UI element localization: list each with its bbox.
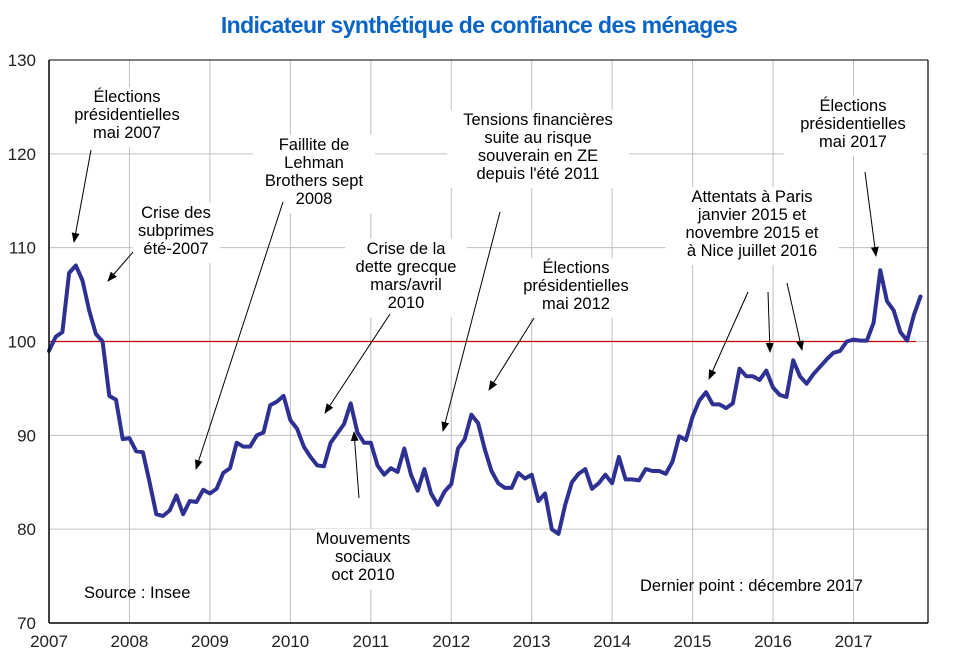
annotation-line: oct 2010	[331, 566, 394, 584]
x-tick-label: 2010	[271, 632, 309, 651]
annotation-text: Mouvements sociaux oct 2010	[316, 530, 410, 584]
annotation-arrow	[324, 313, 391, 414]
annotation-elections-2017: Élections présidentielles mai 2017	[783, 96, 923, 257]
x-tick-label: 2008	[111, 632, 149, 651]
annotation-arrow	[708, 291, 749, 380]
x-tick-label: 2009	[191, 632, 229, 651]
annotation-line: Lehman	[284, 154, 344, 172]
annotation-line: mai 2007	[93, 124, 161, 142]
annotation-background	[132, 203, 220, 263]
x-tick-label: 2015	[674, 632, 712, 651]
x-tick-label: 2016	[754, 632, 792, 651]
annotation-background	[315, 529, 411, 589]
annotation-line: depuis l'été 2011	[476, 165, 599, 183]
annotation-text: Attentats à Paris janvier 2015 et novembre…	[685, 188, 818, 260]
annotation-line: Attentats à Paris	[691, 188, 812, 206]
annotation-line: mars/avril	[370, 276, 442, 294]
annotation-background	[783, 96, 923, 156]
annotation-line: été-2007	[143, 240, 208, 258]
annotation-text: Tensions financières suite au risque souve…	[463, 111, 613, 183]
annotation-line: Élections	[820, 96, 887, 115]
x-tick-label: 2017	[835, 632, 873, 651]
x-axis-ticks: 2007 2008 2009 2010 2011 2012 2013 2014 2015 2016…	[30, 632, 872, 651]
y-tick-label: 70	[17, 614, 36, 633]
annotation-background	[253, 135, 375, 213]
source-note: Source : Insee	[84, 584, 190, 602]
annotation-line: subprimes	[138, 222, 214, 240]
annotation-background	[447, 110, 629, 188]
annotation-text: Élections présidentielles mai 2017	[800, 96, 905, 151]
annotation-arrow	[864, 171, 879, 257]
annotation-line: Crise des	[141, 204, 211, 222]
annotation-arrow	[765, 291, 774, 353]
annotation-line: sociaux	[335, 548, 392, 566]
annotation-line: dette grecque	[356, 258, 457, 276]
annotation-background	[506, 258, 646, 318]
annotation-line: présidentielles	[523, 277, 628, 295]
annotation-line: Faillite de	[279, 136, 350, 154]
y-axis-ticks: 70 80 90 100 110 120 130	[8, 51, 36, 633]
annotation-arrow	[441, 211, 501, 432]
annotation-line: présidentielles	[74, 106, 179, 124]
annotation-line: Tensions financières	[463, 111, 613, 129]
annotation-elections-2012: Élections présidentielles mai 2012	[488, 258, 646, 391]
annotation-line: Mouvements	[316, 530, 410, 548]
annotation-attentats: Attentats à Paris janvier 2015 et novembre…	[665, 187, 839, 380]
y-tick-label: 110	[9, 239, 36, 258]
x-tick-label: 2012	[432, 632, 470, 651]
annotation-arrow	[71, 149, 92, 243]
annotation-dette-grecque: Crise de la dette grecque mars/avril 2010	[324, 239, 467, 414]
annotation-text: Crise des subprimes été-2007	[138, 204, 214, 258]
y-tick-label: 80	[17, 520, 36, 539]
annotation-arrow	[107, 251, 134, 282]
annotation-arrow	[350, 431, 360, 499]
annotation-text: Élections présidentielles mai 2007	[74, 87, 179, 142]
plot-frame	[48, 59, 929, 624]
annotation-subprimes: Crise des subprimes été-2007	[107, 203, 220, 282]
x-tick-label: 2013	[513, 632, 551, 651]
annotation-text: Faillite de Lehman Brothers sept 2008	[265, 136, 364, 208]
annotation-background	[57, 87, 197, 147]
y-tick-label: 130	[8, 51, 36, 70]
annotation-arrow	[488, 317, 535, 391]
annotation-line: présidentielles	[800, 115, 905, 133]
annotation-line: à Nice juillet 2016	[687, 242, 817, 260]
annotation-line: suite au risque	[484, 129, 591, 147]
y-tick-label: 120	[8, 145, 36, 164]
annotation-arrow	[194, 201, 284, 470]
annotation-elections-2007: Élections présidentielles mai 2007	[57, 87, 197, 243]
chart-title: Indicateur synthétique de confiance des …	[221, 12, 737, 38]
annotation-line: 2010	[388, 294, 425, 312]
x-tick-label: 2011	[353, 632, 390, 651]
annotation-text: Élections présidentielles mai 2012	[523, 258, 628, 313]
annotation-line: Élections	[94, 87, 161, 106]
annotation-tensions: Tensions financières suite au risque souve…	[441, 110, 629, 432]
annotation-line: Élections	[543, 258, 610, 277]
y-tick-label: 90	[17, 426, 36, 445]
annotation-line: Brothers sept	[265, 172, 364, 190]
annotation-line: mai 2012	[542, 295, 610, 313]
x-tick-label: 2014	[593, 632, 631, 651]
annotation-lehman: Faillite de Lehman Brothers sept 2008	[194, 135, 375, 470]
annotation-line: mai 2017	[819, 133, 887, 151]
annotation-line: novembre 2015 et	[685, 224, 818, 242]
y-tick-label: 100	[8, 333, 36, 352]
annotation-arrow	[786, 282, 804, 351]
annotation-line: souverain en ZE	[478, 147, 598, 165]
x-tick-label: 2007	[30, 632, 68, 651]
series-group	[47, 263, 923, 536]
annotation-line: Crise de la	[367, 240, 447, 258]
last-point-note: Dernier point : décembre 2017	[640, 577, 863, 595]
annotation-line: janvier 2015 et	[697, 206, 807, 224]
annotation-background	[665, 187, 839, 265]
annotation-mouvements: Mouvements sociaux oct 2010	[315, 431, 411, 589]
annotation-text: Crise de la dette grecque mars/avril 2010	[356, 240, 457, 312]
series-line	[47, 263, 923, 536]
annotation-line: 2008	[296, 190, 333, 208]
annotation-background	[345, 239, 467, 317]
